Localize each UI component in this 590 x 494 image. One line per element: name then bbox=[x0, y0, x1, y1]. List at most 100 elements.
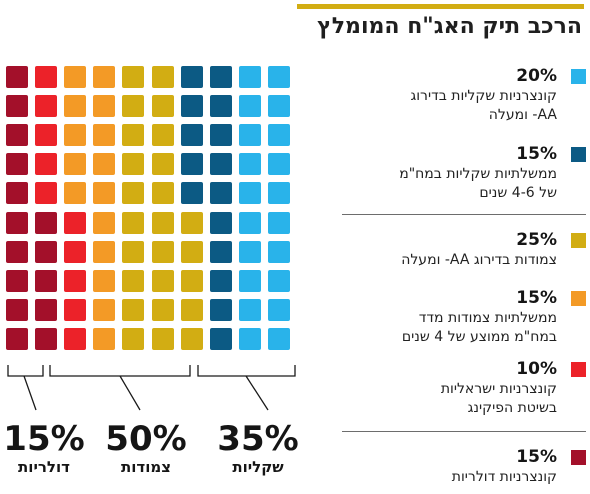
waffle-cell bbox=[93, 153, 116, 176]
waffle-cell bbox=[267, 124, 290, 147]
waffle-cell bbox=[180, 153, 203, 176]
legend-label: של 4-6 שנים bbox=[479, 185, 557, 201]
legend-percent: 25% bbox=[516, 230, 557, 250]
waffle-cell bbox=[209, 153, 232, 176]
waffle-cell bbox=[6, 66, 28, 88]
waffle-cell bbox=[93, 240, 116, 263]
summary-shekel-percent: 35% bbox=[217, 419, 299, 459]
waffle-cell bbox=[151, 298, 174, 321]
legend-label: בשיטת הפיקינג bbox=[467, 400, 557, 416]
summary-indexed-label: צמודות bbox=[120, 458, 171, 476]
legend-percent: 10% bbox=[516, 359, 557, 379]
waffle-cell bbox=[64, 298, 87, 321]
waffle-cell bbox=[180, 124, 203, 147]
waffle-cell bbox=[209, 240, 232, 263]
legend-item: 15% ממשלתיות צמודות מדד במח"מ ממוצע של 4… bbox=[330, 287, 586, 347]
summary-dollar-percent: 15% bbox=[3, 419, 85, 459]
waffle-cell bbox=[180, 240, 203, 263]
summary-indexed: 50% צמודות bbox=[98, 420, 194, 476]
waffle-cell bbox=[6, 124, 28, 147]
waffle-cell bbox=[6, 95, 28, 118]
waffle-cell bbox=[64, 95, 87, 118]
waffle-cell bbox=[180, 298, 203, 321]
waffle-cell bbox=[151, 269, 174, 292]
chart-title: הרכב תיק האג"ח המומלץ bbox=[317, 14, 582, 39]
waffle-cell bbox=[180, 269, 203, 292]
waffle-cell bbox=[64, 124, 87, 147]
legend-swatch bbox=[571, 233, 586, 248]
waffle-cell bbox=[267, 182, 290, 205]
waffle-cell bbox=[35, 240, 58, 263]
waffle-cell bbox=[151, 66, 174, 88]
waffle-cell bbox=[209, 269, 232, 292]
waffle-cell bbox=[151, 95, 174, 118]
legend-percent: 15% bbox=[516, 447, 557, 467]
legend-percent: 15% bbox=[516, 288, 557, 308]
waffle-cell bbox=[64, 182, 87, 205]
waffle-cell bbox=[6, 153, 28, 176]
waffle-cell bbox=[151, 124, 174, 147]
waffle-cell bbox=[238, 95, 261, 118]
waffle-cell bbox=[35, 211, 58, 234]
bracket-shekel bbox=[197, 365, 296, 411]
waffle-cell bbox=[64, 211, 87, 234]
waffle-cell bbox=[267, 66, 290, 88]
bracket-indexed bbox=[49, 365, 191, 411]
waffle-cell bbox=[64, 327, 87, 350]
waffle-cell bbox=[35, 95, 58, 118]
waffle-cell bbox=[122, 269, 145, 292]
waffle-cell bbox=[122, 66, 145, 88]
waffle-cell bbox=[93, 182, 116, 205]
waffle-cell bbox=[180, 182, 203, 205]
waffle-cell bbox=[6, 298, 28, 321]
legend-percent: 20% bbox=[516, 66, 557, 86]
group-brackets bbox=[7, 365, 296, 411]
legend-label: ממשלתיות צמודות מדד bbox=[418, 310, 557, 326]
waffle-grid bbox=[6, 66, 296, 360]
legend-label: ממשלתיות שקליות במח"מ bbox=[399, 166, 557, 182]
legend-label: במח"מ ממוצע של 4 שנים bbox=[401, 329, 557, 345]
bracket-dollar bbox=[7, 365, 44, 411]
waffle-cell bbox=[267, 240, 290, 263]
summary-dollar-label: דולריות bbox=[18, 458, 70, 476]
waffle-cell bbox=[238, 327, 261, 350]
waffle-cell bbox=[238, 66, 261, 88]
summary-dollar: 15% דולריות bbox=[0, 420, 92, 476]
waffle-cell bbox=[35, 182, 58, 205]
waffle-cell bbox=[35, 298, 58, 321]
summary-shekel-label: שקליות bbox=[232, 458, 284, 476]
legend-percent: 15% bbox=[516, 144, 557, 164]
waffle-cell bbox=[151, 211, 174, 234]
waffle-cell bbox=[209, 124, 232, 147]
waffle-cell bbox=[122, 153, 145, 176]
waffle-cell bbox=[209, 211, 232, 234]
legend-swatch bbox=[571, 147, 586, 162]
waffle-cell bbox=[122, 327, 145, 350]
waffle-cell bbox=[64, 153, 87, 176]
waffle-cell bbox=[267, 211, 290, 234]
waffle-cell bbox=[238, 240, 261, 263]
waffle-cell bbox=[122, 182, 145, 205]
legend-swatch bbox=[571, 69, 586, 84]
waffle-cell bbox=[6, 182, 28, 205]
waffle-cell bbox=[267, 95, 290, 118]
waffle-cell bbox=[238, 211, 261, 234]
waffle-cell bbox=[64, 66, 87, 88]
waffle-cell bbox=[238, 298, 261, 321]
waffle-cell bbox=[93, 66, 116, 88]
waffle-cell bbox=[122, 211, 145, 234]
legend-swatch bbox=[571, 291, 586, 306]
waffle-cell bbox=[151, 327, 174, 350]
waffle-cell bbox=[180, 66, 203, 88]
waffle-cell bbox=[93, 298, 116, 321]
waffle-cell bbox=[35, 327, 58, 350]
waffle-cell bbox=[209, 298, 232, 321]
waffle-cell bbox=[209, 182, 232, 205]
waffle-cell bbox=[93, 327, 116, 350]
waffle-cell bbox=[122, 298, 145, 321]
waffle-cell bbox=[180, 211, 203, 234]
waffle-cell bbox=[151, 153, 174, 176]
waffle-cell bbox=[6, 269, 28, 292]
waffle-cell bbox=[122, 124, 145, 147]
waffle-cell bbox=[93, 269, 116, 292]
